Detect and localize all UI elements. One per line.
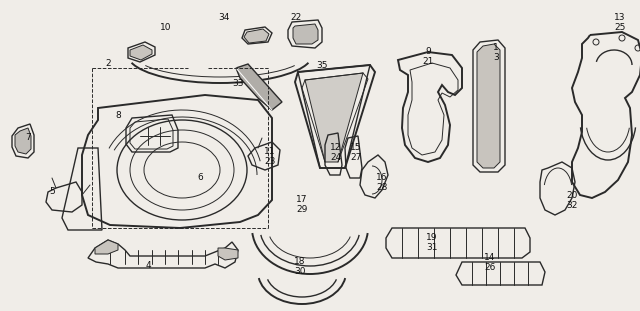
Polygon shape	[236, 64, 282, 110]
Text: 12: 12	[330, 143, 342, 152]
Text: 19: 19	[426, 234, 438, 243]
Text: 23: 23	[264, 157, 276, 166]
Text: 30: 30	[294, 267, 306, 276]
Text: 3: 3	[493, 53, 499, 63]
Text: 9: 9	[425, 48, 431, 57]
Text: 10: 10	[160, 24, 172, 33]
Text: 25: 25	[614, 24, 626, 33]
Text: 31: 31	[426, 244, 438, 253]
Polygon shape	[305, 73, 363, 162]
Text: 13: 13	[614, 13, 626, 22]
Text: 33: 33	[232, 78, 244, 87]
Text: 26: 26	[484, 263, 496, 272]
Text: 2: 2	[105, 58, 111, 67]
Text: 34: 34	[218, 13, 230, 22]
Text: 4: 4	[145, 261, 151, 270]
Polygon shape	[477, 44, 500, 168]
Text: 14: 14	[484, 253, 496, 262]
Text: 6: 6	[197, 174, 203, 183]
Text: 24: 24	[330, 154, 342, 163]
Text: 7: 7	[25, 133, 31, 142]
Text: 5: 5	[49, 188, 55, 197]
Text: 27: 27	[350, 154, 362, 163]
Polygon shape	[15, 128, 31, 154]
Polygon shape	[95, 240, 118, 254]
Text: 18: 18	[294, 258, 306, 267]
Polygon shape	[130, 45, 152, 60]
Text: 32: 32	[566, 201, 578, 210]
Text: 29: 29	[296, 206, 308, 215]
Text: 21: 21	[422, 58, 434, 67]
Text: 16: 16	[376, 174, 388, 183]
Polygon shape	[244, 29, 269, 43]
Text: 11: 11	[264, 147, 276, 156]
Text: 17: 17	[296, 196, 308, 205]
Polygon shape	[218, 248, 238, 260]
Polygon shape	[293, 24, 318, 44]
Text: 1: 1	[493, 44, 499, 53]
Text: 8: 8	[115, 112, 121, 120]
Text: 35: 35	[316, 61, 328, 69]
Text: 28: 28	[376, 183, 388, 193]
Text: 15: 15	[350, 143, 362, 152]
Text: 20: 20	[566, 191, 578, 199]
Text: 22: 22	[291, 13, 301, 22]
